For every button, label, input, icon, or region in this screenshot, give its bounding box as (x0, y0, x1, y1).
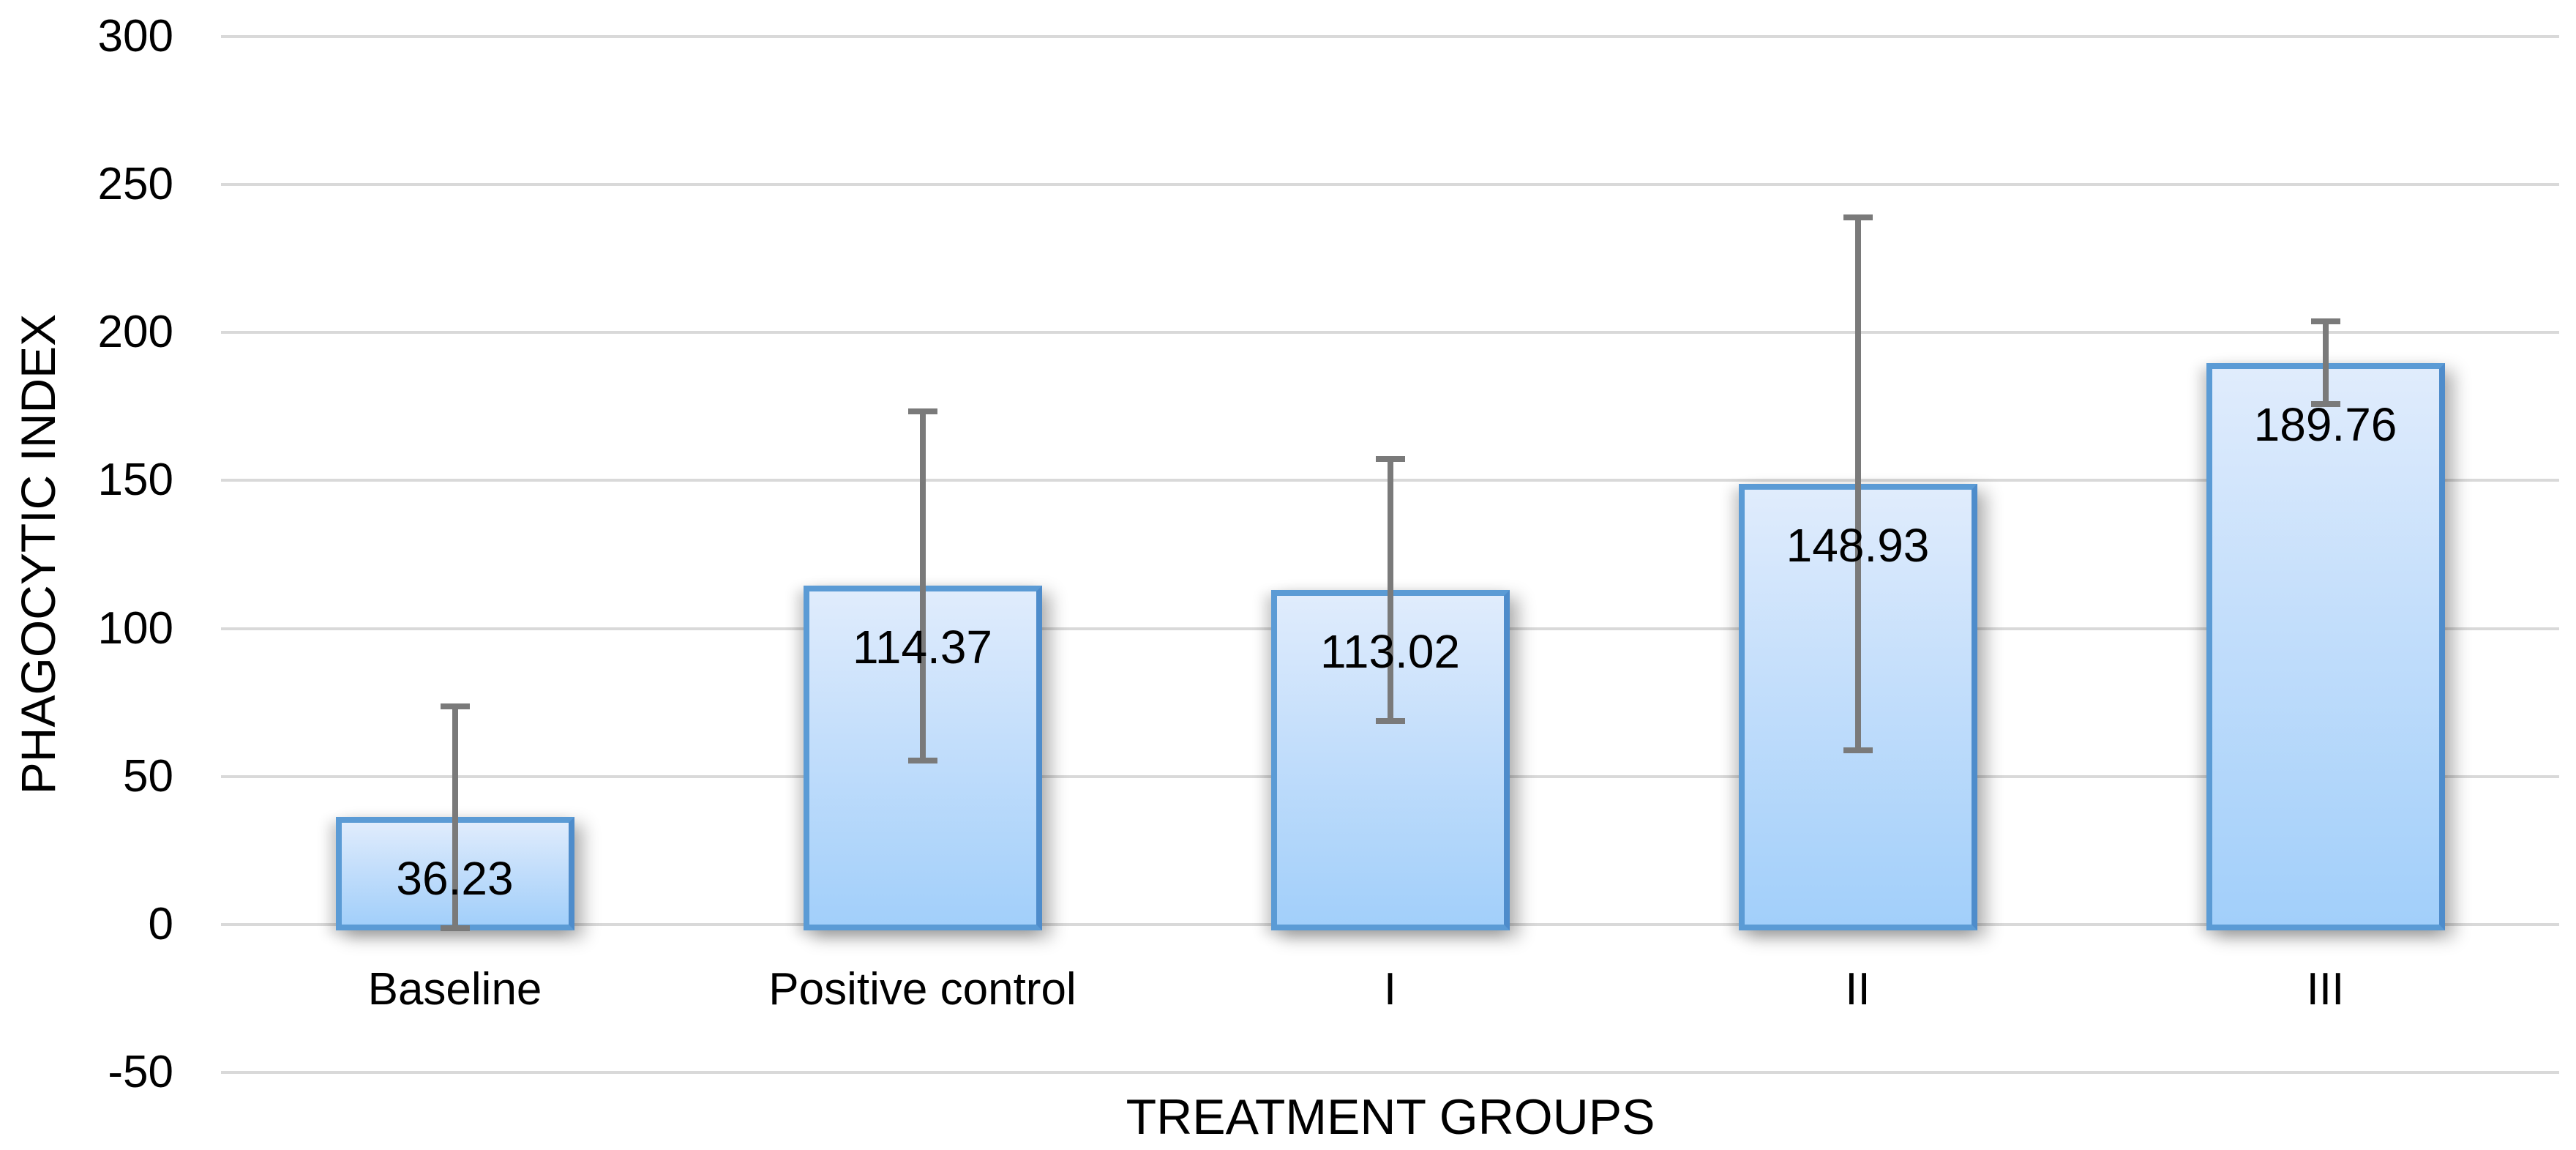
data-label-i: 113.02 (1320, 624, 1460, 678)
x-category-label-positive-control: Positive control (768, 963, 1077, 1015)
x-category-label-baseline: Baseline (367, 963, 542, 1015)
error-bar-cap-bottom (2310, 401, 2340, 408)
gridline-y--50 (221, 1071, 2559, 1074)
error-bar-cap-top (440, 703, 470, 709)
error-bar-cap-bottom (1375, 718, 1405, 725)
y-tick-label-300: 300 (97, 11, 173, 61)
bar-iii (2206, 362, 2445, 930)
error-bar-cap-top (2310, 318, 2340, 325)
error-bar-cap-bottom (907, 758, 937, 764)
data-label-baseline: 36.23 (396, 852, 514, 906)
x-axis-title: TREATMENT GROUPS (1126, 1089, 1655, 1145)
y-tick-label-100: 100 (97, 602, 173, 654)
x-category-label-ii: II (1845, 963, 1871, 1015)
error-bar-line (919, 408, 926, 764)
y-tick-label-200: 200 (97, 307, 173, 358)
error-bar-cap-top (1843, 214, 1873, 220)
y-tick-label-50: 50 (123, 750, 173, 802)
gridline-y-250 (221, 183, 2559, 187)
data-label-iii: 189.76 (2253, 397, 2397, 451)
data-label-positive-control: 114.37 (853, 621, 992, 674)
x-category-label-iii: III (2306, 963, 2345, 1015)
error-bar-cap-bottom (1843, 747, 1873, 753)
error-bar-line (2322, 318, 2329, 408)
gridline-y-300 (221, 35, 2559, 38)
x-category-label-i: I (1383, 963, 1397, 1015)
y-tick-label-0: 0 (148, 898, 173, 949)
error-bar-line (1854, 214, 1861, 753)
data-label-ii: 148.93 (1786, 518, 1930, 572)
y-tick-label-150: 150 (97, 455, 173, 506)
error-bar-line (1387, 455, 1393, 725)
gridline-y-200 (221, 331, 2559, 335)
y-tick-label--50: -50 (108, 1047, 173, 1097)
error-bar-cap-bottom (440, 925, 470, 932)
error-bar-line (452, 703, 458, 932)
bar-positive-control (803, 586, 1042, 930)
y-axis-title: PHAGOCYTIC INDEX (11, 313, 65, 795)
error-bar-cap-top (1375, 455, 1405, 462)
y-tick-label-250: 250 (97, 159, 173, 210)
error-bar-cap-top (907, 408, 937, 414)
